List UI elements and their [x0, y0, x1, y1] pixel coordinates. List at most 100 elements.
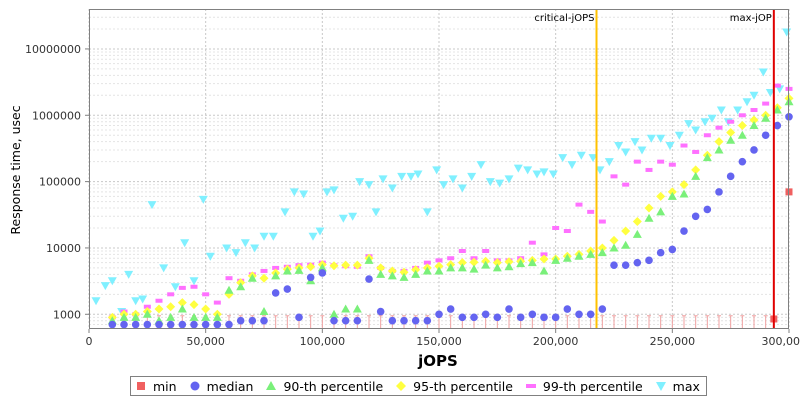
legend-swatch-max: [655, 380, 667, 392]
legend-swatch-90th: [265, 380, 277, 392]
point-99-th-percentile: [529, 241, 536, 245]
point-median: [249, 317, 257, 325]
point-median: [692, 212, 700, 220]
legend-swatch-95th: [395, 380, 407, 392]
point-median: [599, 305, 607, 313]
legend-item-min: min: [135, 379, 177, 394]
point-median: [715, 188, 723, 196]
point-median: [109, 321, 117, 329]
point-99-th-percentile: [646, 168, 653, 172]
annotation-label: max-jOP: [730, 13, 772, 24]
point-median: [120, 321, 128, 329]
point-99-th-percentile: [704, 133, 711, 137]
y-tick-label: 100000: [39, 176, 81, 189]
point-median: [424, 317, 432, 325]
x-tick-label: 200,000: [533, 335, 579, 348]
point-median: [622, 261, 630, 269]
point-median: [400, 317, 408, 325]
point-median: [482, 310, 490, 318]
point-median: [214, 321, 222, 329]
point-median: [295, 314, 303, 322]
point-99-th-percentile: [167, 292, 174, 296]
point-median: [739, 158, 747, 166]
point-99-th-percentile: [762, 102, 769, 106]
point-median: [470, 314, 478, 322]
point-99-th-percentile: [692, 150, 699, 154]
point-99-th-percentile: [459, 249, 466, 253]
point-median: [354, 317, 362, 325]
point-99-th-percentile: [751, 108, 758, 112]
point-99-th-percentile: [179, 286, 186, 290]
point-median: [167, 321, 175, 329]
point-median: [704, 206, 712, 214]
point-median: [319, 269, 327, 277]
legend-swatch-median: [189, 380, 201, 392]
legend-item-max: max: [655, 379, 700, 394]
point-99-th-percentile: [576, 203, 583, 207]
x-tick-label: 0: [86, 335, 93, 348]
point-99-th-percentile: [622, 183, 629, 187]
point-median: [529, 310, 537, 318]
point-99-th-percentile: [587, 210, 594, 214]
point-median: [260, 317, 268, 325]
point-99-th-percentile: [447, 256, 454, 260]
point-median: [179, 321, 187, 329]
point-median: [517, 314, 525, 322]
point-median: [447, 305, 455, 313]
legend-item-90th: 90-th percentile: [265, 379, 383, 394]
point-median: [132, 321, 140, 329]
legend-label-median: median: [207, 379, 254, 394]
point-median: [342, 317, 350, 325]
legend-label-min: min: [153, 379, 177, 394]
point-median: [762, 131, 770, 139]
point-median: [657, 249, 665, 257]
point-99-th-percentile: [657, 160, 664, 164]
x-tick-label: 250,000: [650, 335, 696, 348]
point-median: [727, 173, 735, 181]
point-median: [575, 310, 583, 318]
point-median: [155, 321, 163, 329]
point-median: [669, 246, 677, 254]
point-median: [237, 317, 245, 325]
y-tick-label: 1000000: [32, 109, 81, 122]
legend-swatch-99th: [525, 380, 537, 392]
point-median: [389, 317, 397, 325]
y-axis-label: Response time, usec: [8, 105, 23, 234]
x-tick-label: 50,000: [186, 335, 225, 348]
point-median: [307, 274, 315, 282]
point-median: [505, 305, 513, 313]
legend-label-90th: 90-th percentile: [283, 379, 383, 394]
point-99-th-percentile: [716, 126, 723, 130]
legend-label-max: max: [673, 379, 700, 394]
annotation-label: critical-jOPS: [534, 13, 594, 24]
y-tick-label: 1000: [53, 308, 81, 321]
point-99-th-percentile: [226, 276, 233, 280]
point-median: [190, 321, 198, 329]
x-tick-label: 100,000: [300, 335, 346, 348]
legend-item-median: median: [189, 379, 254, 394]
point-median: [272, 289, 280, 297]
point-median: [330, 317, 338, 325]
x-tick-label: 150,000: [416, 335, 462, 348]
point-median: [435, 310, 443, 318]
x-tick-label: 300,00: [762, 335, 800, 348]
point-median: [610, 261, 618, 269]
point-99-th-percentile: [482, 249, 489, 253]
point-median: [540, 314, 548, 322]
point-median: [634, 259, 642, 267]
legend-label-95th: 95-th percentile: [413, 379, 513, 394]
legend-item-99th: 99-th percentile: [525, 379, 643, 394]
point-median: [144, 321, 152, 329]
point-median: [225, 321, 233, 329]
point-99-th-percentile: [156, 299, 163, 303]
x-axis-label: jOPS: [417, 352, 458, 370]
point-99-th-percentile: [681, 144, 688, 148]
point-median: [552, 314, 560, 322]
point-99-th-percentile: [774, 84, 781, 88]
point-99-th-percentile: [599, 220, 606, 224]
point-99-th-percentile: [669, 163, 676, 167]
point-median: [645, 257, 653, 265]
y-tick-label: 10000: [46, 242, 81, 255]
